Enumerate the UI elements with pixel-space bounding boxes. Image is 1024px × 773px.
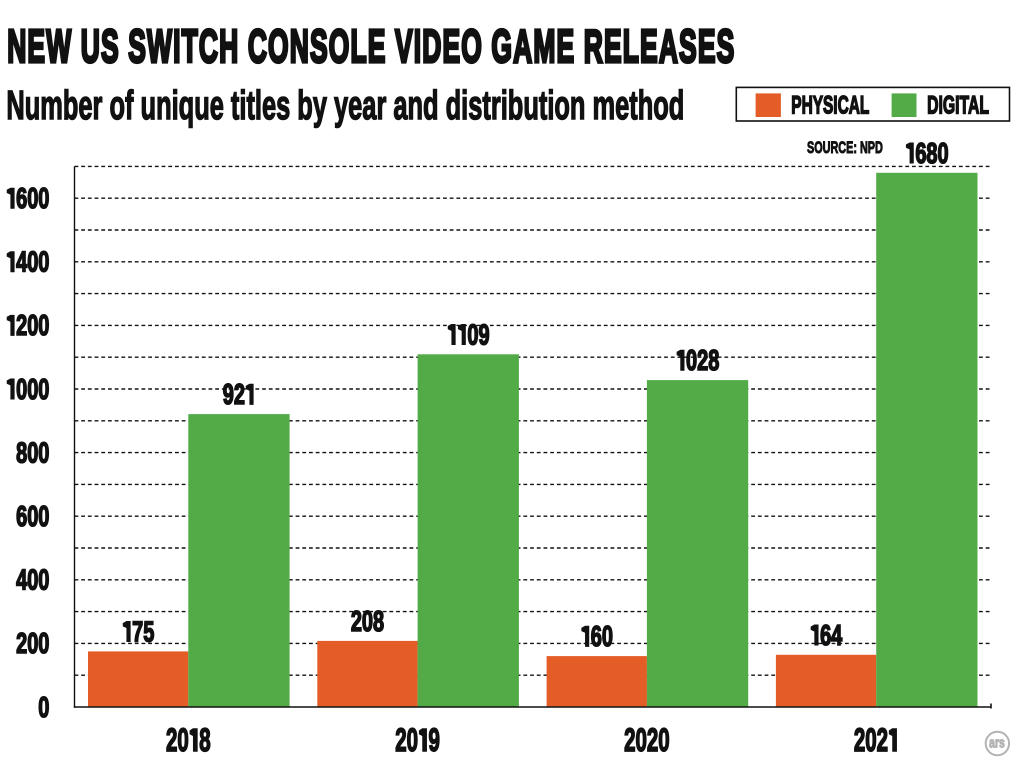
svg-text:2: 2 [395, 722, 406, 758]
svg-text:0: 0 [407, 722, 418, 758]
svg-text:0: 0 [686, 346, 697, 377]
svg-text:0: 0 [467, 320, 478, 351]
svg-text:4: 4 [16, 247, 27, 278]
svg-text:0: 0 [27, 565, 38, 596]
svg-text:4: 4 [831, 621, 842, 652]
svg-text:0: 0 [27, 374, 38, 405]
svg-text:8: 8 [199, 722, 210, 758]
svg-text:0: 0 [38, 438, 49, 469]
svg-text:0: 0 [38, 311, 49, 342]
svg-text:0: 0 [636, 722, 647, 758]
svg-text:9: 9 [429, 722, 440, 758]
svg-text:0: 0 [937, 138, 948, 169]
svg-text:2: 2 [624, 722, 635, 758]
svg-text:0: 0 [658, 722, 669, 758]
svg-text:0: 0 [38, 374, 49, 405]
svg-text:2: 2 [234, 380, 245, 411]
svg-text:0: 0 [38, 565, 49, 596]
svg-text:2: 2 [166, 722, 177, 758]
svg-text:9: 9 [223, 380, 234, 411]
svg-text:0: 0 [38, 184, 49, 215]
svg-text:0: 0 [27, 438, 38, 469]
svg-text:2: 2 [647, 722, 658, 758]
svg-text:0: 0 [602, 622, 613, 653]
svg-text:9: 9 [478, 320, 489, 351]
svg-text:6: 6 [915, 138, 926, 169]
svg-text:8: 8 [926, 138, 937, 169]
svg-text:8: 8 [16, 438, 27, 469]
svg-text:6: 6 [16, 502, 27, 533]
svg-text:0: 0 [27, 247, 38, 278]
svg-text:0: 0 [38, 692, 49, 723]
svg-text:2: 2 [877, 722, 888, 758]
svg-text:0: 0 [27, 311, 38, 342]
svg-text:DIGITAL: DIGITAL [927, 92, 989, 120]
svg-text:2: 2 [16, 629, 27, 660]
svg-text:6: 6 [820, 621, 831, 652]
svg-text:Number of unique titles by yea: Number of unique titles by year and dist… [6, 83, 684, 129]
svg-text:8: 8 [708, 346, 719, 377]
svg-text:6: 6 [16, 184, 27, 215]
svg-text:8: 8 [373, 607, 384, 638]
svg-text:0: 0 [38, 502, 49, 533]
svg-text:SOURCE: NPD: SOURCE: NPD [807, 138, 883, 157]
svg-text:0: 0 [38, 247, 49, 278]
svg-text:0: 0 [177, 722, 188, 758]
svg-text:2: 2 [697, 346, 708, 377]
svg-text:PHYSICAL: PHYSICAL [791, 92, 869, 120]
svg-text:5: 5 [143, 617, 154, 648]
svg-text:NEW US SWITCH CONSOLE VIDEO GA: NEW US SWITCH CONSOLE VIDEO GAME RELEASE… [7, 21, 735, 73]
svg-text:0: 0 [16, 374, 27, 405]
svg-text:0: 0 [38, 629, 49, 660]
svg-text:2: 2 [351, 607, 362, 638]
svg-text:ars: ars [989, 735, 1005, 751]
svg-text:0: 0 [865, 722, 876, 758]
svg-text:4: 4 [16, 565, 27, 596]
svg-text:0: 0 [27, 629, 38, 660]
svg-text:7: 7 [132, 617, 143, 648]
svg-text:6: 6 [591, 622, 602, 653]
svg-text:0: 0 [362, 607, 373, 638]
svg-text:0: 0 [27, 502, 38, 533]
svg-text:0: 0 [27, 184, 38, 215]
svg-text:2: 2 [16, 311, 27, 342]
svg-text:2: 2 [854, 722, 865, 758]
